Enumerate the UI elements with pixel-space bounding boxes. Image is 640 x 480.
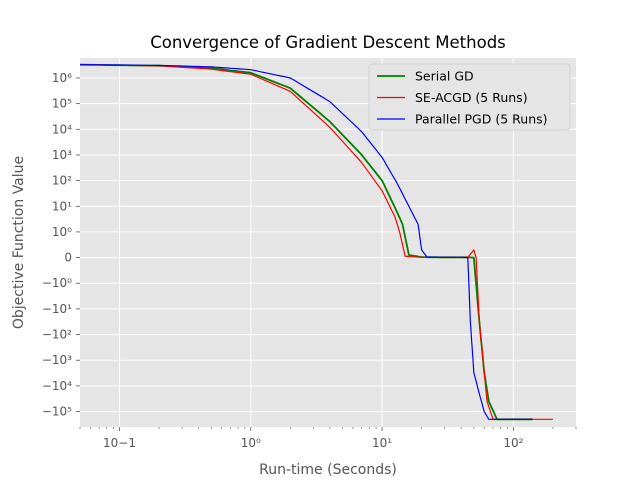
y-tick-label: 10⁵ — [52, 97, 72, 111]
y-tick-label: 10⁰ — [52, 225, 72, 239]
legend-label: Serial GD — [415, 69, 474, 84]
y-tick-label: −10² — [42, 328, 72, 342]
y-tick-label: −10⁵ — [42, 405, 72, 419]
legend-label: Parallel PGD (5 Runs) — [415, 112, 548, 127]
x-tick-label: 10−1 — [103, 436, 136, 450]
y-tick-label: −10⁴ — [42, 379, 72, 393]
y-tick-label: −10¹ — [42, 302, 72, 316]
y-tick-label: −10⁰ — [42, 276, 72, 290]
y-tick-label: −10³ — [42, 353, 72, 367]
y-tick-label: 10³ — [52, 148, 72, 162]
x-tick-label: 10² — [503, 436, 523, 450]
y-axis: 10⁶ 10⁵ 10⁴ 10³ 10² 10¹ 10⁰ 0 −10⁰ −10¹ −10² −10³ −1… — [42, 71, 80, 419]
chart-title: Convergence of Gradient Descent Methods — [150, 33, 506, 52]
x-axis-label: Run-time (Seconds) — [259, 462, 397, 478]
y-tick-label: 10¹ — [52, 199, 72, 213]
legend-box — [368, 63, 571, 131]
y-tick-label: 0 — [64, 251, 72, 265]
series-line-3 — [80, 64, 533, 420]
y-axis-label: Objective Function Value — [11, 156, 27, 329]
y-tick-label: 10² — [52, 174, 72, 188]
legend: Serial GD SE-ACGD (5 Runs) Parallel PGD (5… — [368, 63, 571, 131]
series-line-1 — [79, 63, 533, 421]
x-tick-label: 10¹ — [372, 436, 392, 450]
y-tick-label: 10⁴ — [52, 122, 72, 136]
legend-label: SE-ACGD (5 Runs) — [415, 90, 528, 105]
series-line-2 — [79, 64, 553, 420]
y-tick-label: 10⁶ — [52, 71, 72, 85]
x-tick-label: 10⁰ — [241, 436, 261, 450]
x-axis: 10−1 10⁰ 10¹ 10² — [79, 427, 577, 450]
series-lines — [79, 63, 553, 421]
